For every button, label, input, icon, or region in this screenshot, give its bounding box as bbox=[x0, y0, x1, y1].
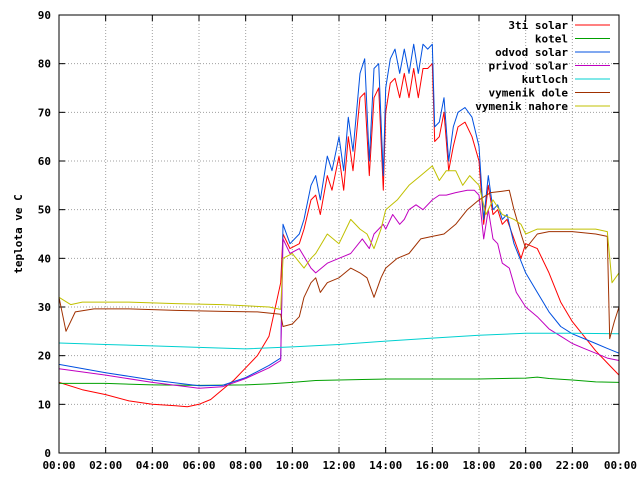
x-tick-label: 12:00 bbox=[322, 459, 355, 472]
legend-label: vymenik nahore bbox=[475, 100, 568, 113]
plot-frame bbox=[58, 14, 620, 454]
x-tick-label: 00:00 bbox=[604, 459, 637, 472]
y-tick-label: 80 bbox=[38, 58, 51, 71]
x-tick-label: 08:00 bbox=[229, 459, 262, 472]
series-group bbox=[58, 43, 620, 408]
y-axis-ticks: 0 10 20 30 40 50 60 70 80 90 bbox=[38, 9, 619, 460]
y-tick-label: 0 bbox=[44, 447, 51, 460]
x-tick-label: 00:00 bbox=[42, 459, 75, 472]
y-tick-label: 30 bbox=[38, 301, 51, 314]
legend-label: kutloch bbox=[522, 73, 568, 86]
y-tick-label: 70 bbox=[38, 106, 51, 119]
y-tick-label: 40 bbox=[38, 252, 51, 265]
x-tick-label: 16:00 bbox=[416, 459, 449, 472]
series-line bbox=[58, 63, 620, 408]
x-tick-label: 10:00 bbox=[276, 459, 309, 472]
x-tick-label: 20:00 bbox=[509, 459, 542, 472]
legend-label: odvod solar bbox=[495, 46, 568, 59]
series-line bbox=[58, 165, 620, 310]
y-tick-label: 20 bbox=[38, 350, 51, 363]
legend-label: kotel bbox=[535, 33, 568, 46]
x-tick-label: 14:00 bbox=[369, 459, 402, 472]
y-tick-label: 60 bbox=[38, 155, 51, 168]
legend-label: vymenik dole bbox=[489, 87, 569, 100]
legend-label: 3ti solar bbox=[508, 19, 568, 32]
x-tick-label: 02:00 bbox=[89, 459, 122, 472]
x-tick-label: 18:00 bbox=[462, 459, 495, 472]
y-tick-label: 90 bbox=[38, 9, 51, 22]
x-tick-label: 22:00 bbox=[556, 459, 589, 472]
series-line bbox=[58, 189, 620, 389]
y-tick-label: 10 bbox=[38, 398, 51, 411]
y-tick-label: 50 bbox=[38, 204, 51, 217]
legend-label: privod solar bbox=[489, 60, 569, 73]
x-tick-label: 06:00 bbox=[182, 459, 215, 472]
x-tick-label: 04:00 bbox=[136, 459, 169, 472]
series-line bbox=[58, 189, 620, 340]
series-line bbox=[58, 332, 620, 350]
x-axis-ticks: 00:00 02:00 04:00 06:00 08:00 10:00 12:00 14:00… bbox=[42, 15, 637, 472]
y-axis-title: teplota ve C bbox=[12, 194, 25, 273]
